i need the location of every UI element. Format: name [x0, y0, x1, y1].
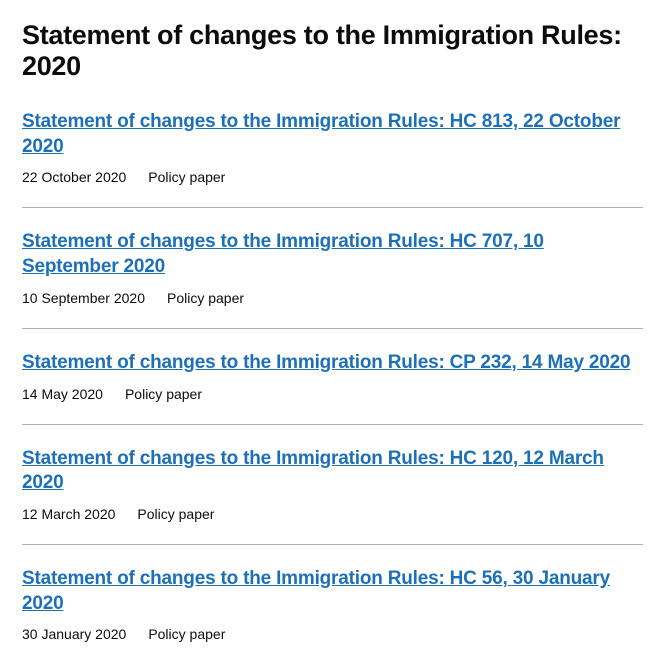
document-meta: 10 September 2020 Policy paper	[22, 290, 643, 306]
document-date: 12 March 2020	[22, 506, 115, 522]
document-meta: 22 October 2020 Policy paper	[22, 169, 643, 185]
document-link[interactable]: Statement of changes to the Immigration …	[22, 110, 643, 159]
document-date: 22 October 2020	[22, 169, 126, 185]
document-item: Statement of changes to the Immigration …	[22, 230, 643, 328]
document-link[interactable]: Statement of changes to the Immigration …	[22, 567, 643, 616]
document-link[interactable]: Statement of changes to the Immigration …	[22, 447, 643, 496]
document-meta: 30 January 2020 Policy paper	[22, 626, 643, 642]
document-link[interactable]: Statement of changes to the Immigration …	[22, 351, 643, 376]
document-type: Policy paper	[148, 169, 225, 185]
page-title: Statement of changes to the Immigration …	[22, 20, 643, 82]
document-item: Statement of changes to the Immigration …	[22, 110, 643, 208]
document-link[interactable]: Statement of changes to the Immigration …	[22, 230, 643, 279]
document-item: Statement of changes to the Immigration …	[22, 351, 643, 425]
document-type: Policy paper	[137, 506, 214, 522]
document-item: Statement of changes to the Immigration …	[22, 567, 643, 642]
document-date: 14 May 2020	[22, 386, 103, 402]
document-item: Statement of changes to the Immigration …	[22, 447, 643, 545]
document-date: 10 September 2020	[22, 290, 145, 306]
document-type: Policy paper	[148, 626, 225, 642]
document-meta: 14 May 2020 Policy paper	[22, 386, 643, 402]
document-type: Policy paper	[125, 386, 202, 402]
document-type: Policy paper	[167, 290, 244, 306]
document-meta: 12 March 2020 Policy paper	[22, 506, 643, 522]
document-list: Statement of changes to the Immigration …	[22, 110, 643, 642]
document-date: 30 January 2020	[22, 626, 126, 642]
